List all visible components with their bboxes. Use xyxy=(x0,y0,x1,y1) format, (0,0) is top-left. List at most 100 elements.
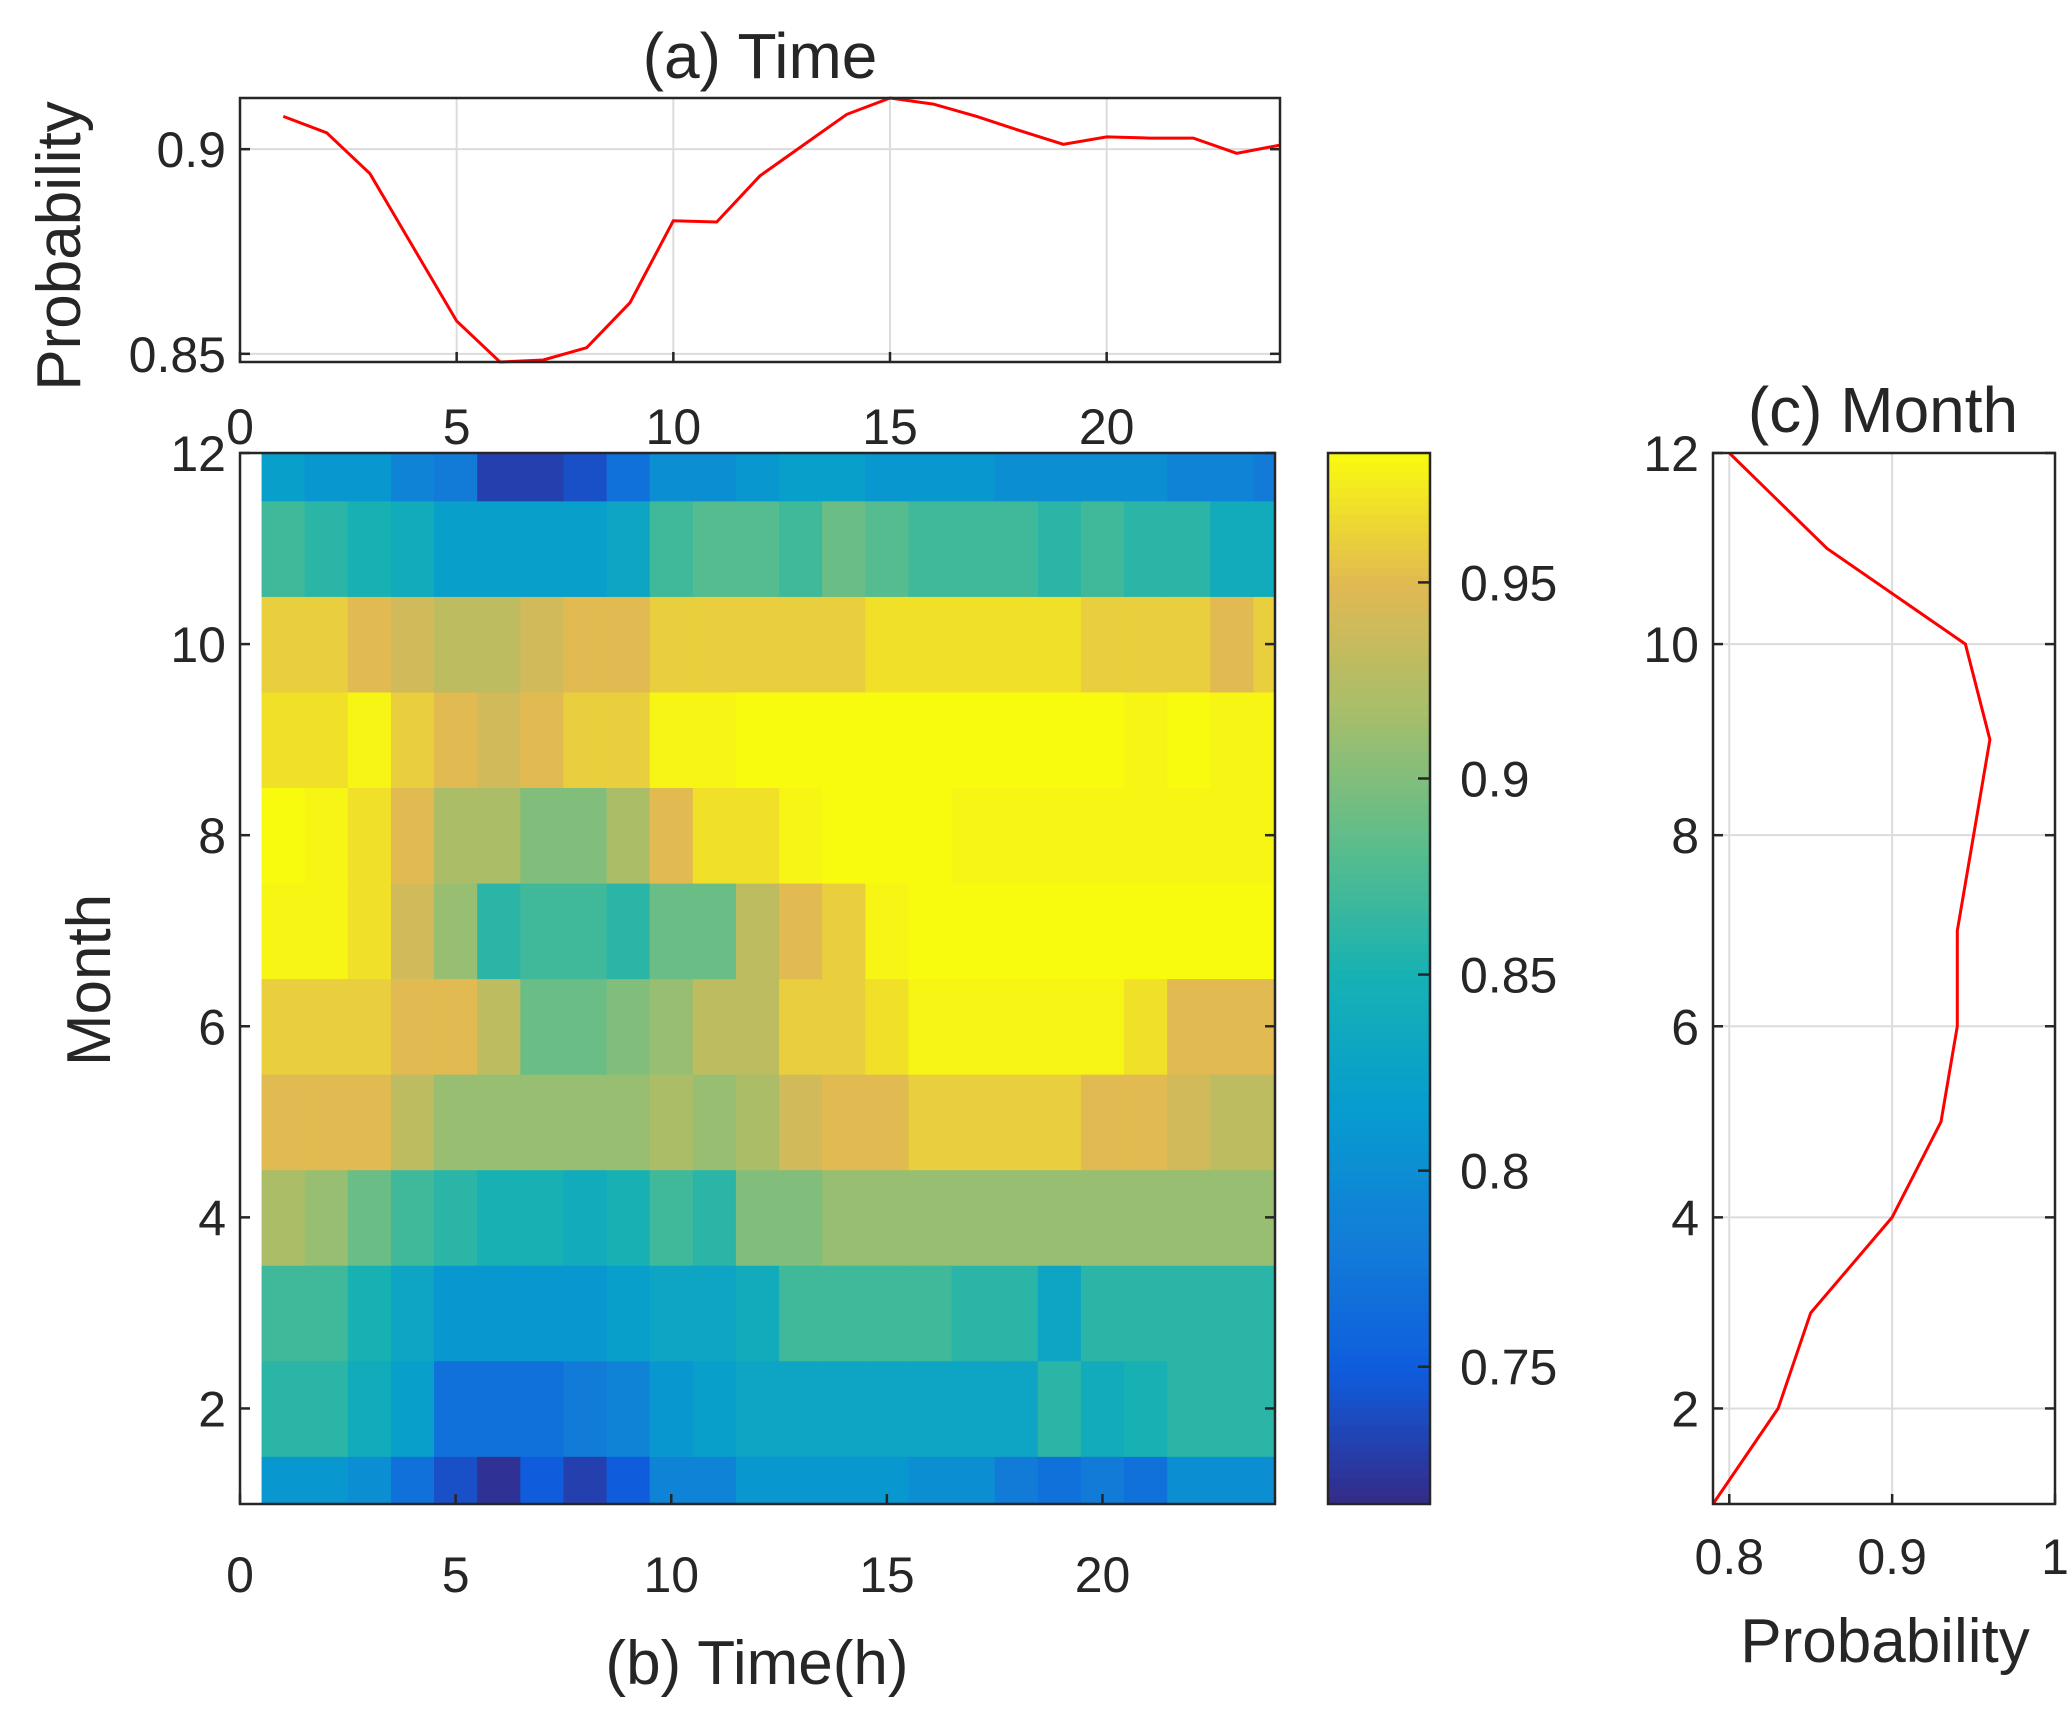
colorbar-strip-66 xyxy=(1328,917,1430,927)
colorbar-strip-89 xyxy=(1328,715,1430,726)
heatmap-cell-m9-h19 xyxy=(1037,691,1082,789)
colorbar-strip-60 xyxy=(1328,969,1430,980)
panel-c-y-tick-label-5: 12 xyxy=(1643,426,1699,482)
heatmap-cell-m8-h9 xyxy=(606,787,651,884)
colorbar-strip-35 xyxy=(1328,1188,1430,1199)
heatmap-cell-m12-h16 xyxy=(908,453,953,502)
heatmap-cell-m9-h18 xyxy=(994,691,1039,789)
heatmap-cell-m9-h5 xyxy=(434,691,478,789)
heatmap-cell-m8-h8 xyxy=(563,787,608,884)
colorbar-strip-112 xyxy=(1328,514,1430,524)
heatmap-cell-m12-h8 xyxy=(563,453,608,502)
heatmap-cell-m12-h17 xyxy=(951,453,996,502)
heatmap-cell-m2-h11 xyxy=(692,1360,737,1457)
heatmap-cell-m3-h2 xyxy=(304,1265,349,1362)
panel-a-x-tick-label-1: 5 xyxy=(443,399,471,455)
colorbar-strip-113 xyxy=(1328,505,1430,515)
heatmap-cell-m12-h10 xyxy=(649,453,694,502)
heatmap-cell-m7-h16 xyxy=(908,882,953,980)
panel-a-x-tick-label-3: 15 xyxy=(862,399,918,455)
heatmap-cell-m2-h15 xyxy=(865,1360,910,1457)
colorbar-strip-34 xyxy=(1328,1197,1430,1207)
heatmap-cell-m1-h16 xyxy=(908,1456,953,1505)
colorbar-strip-64 xyxy=(1328,934,1430,945)
panel-a-y-tick-label-1: 0.9 xyxy=(156,122,226,178)
colorbar-strip-1 xyxy=(1328,1486,1430,1496)
heatmap-cell-m2-h17 xyxy=(951,1360,996,1457)
heatmap-cell-m2-h24 xyxy=(1253,1360,1276,1457)
heatmap-cell-m9-h15 xyxy=(865,691,910,789)
heatmap-cell-m10-h17 xyxy=(951,596,996,693)
heatmap-cell-m10-h14 xyxy=(822,596,866,693)
heatmap-cell-m5-h19 xyxy=(1037,1074,1082,1171)
heatmap-cell-m1-h2 xyxy=(304,1456,349,1505)
heatmap-cell-m4-h11 xyxy=(692,1169,737,1266)
colorbar-strip-3 xyxy=(1328,1468,1430,1479)
colorbar-strip-97 xyxy=(1328,645,1430,656)
heatmap-cell-m2-h2 xyxy=(304,1360,349,1457)
colorbar-strip-101 xyxy=(1328,610,1430,621)
heatmap-cell-m2-h9 xyxy=(606,1360,651,1457)
colorbar-frame xyxy=(1326,451,1432,1506)
heatmap-cell-m5-h2 xyxy=(304,1074,349,1171)
heatmap-cell-m2-h7 xyxy=(520,1360,565,1457)
colorbar-strip-62 xyxy=(1328,952,1430,962)
panel-b-x-tick-label-4: 20 xyxy=(1075,1547,1131,1603)
heatmap-cell-m3-h21 xyxy=(1124,1265,1168,1362)
heatmap-cell-m3-h17 xyxy=(951,1265,996,1362)
colorbar-strip-46 xyxy=(1328,1092,1430,1102)
panel-a-series-line xyxy=(282,96,1281,364)
colorbar-strip-94 xyxy=(1328,671,1430,682)
colorbar-strip-108 xyxy=(1328,549,1430,559)
heatmap-cell-m6-h7 xyxy=(520,978,565,1075)
colorbar-strip-116 xyxy=(1328,479,1430,489)
heatmap-cell-m5-h6 xyxy=(477,1074,521,1171)
heatmap-cell-m10-h1 xyxy=(261,596,306,693)
heatmap-cell-m10-h21 xyxy=(1124,596,1168,693)
heatmap-cell-m11-h2 xyxy=(304,500,349,597)
heatmap-cell-m8-h20 xyxy=(1080,787,1125,884)
heatmap-cell-m12-h11 xyxy=(692,453,737,502)
heatmap-cell-m8-h24 xyxy=(1253,787,1276,884)
panel-a-x-tick-label-2: 10 xyxy=(646,399,702,455)
heatmap-cell-m7-h13 xyxy=(779,882,823,980)
heatmap-cell-m2-h10 xyxy=(649,1360,694,1457)
heatmap-cell-m6-h18 xyxy=(994,978,1039,1075)
heatmap-cell-m8-h10 xyxy=(649,787,694,884)
colorbar-strip-117 xyxy=(1328,470,1430,480)
heatmap-cell-m10-h5 xyxy=(434,596,478,693)
colorbar-gradient xyxy=(1328,453,1430,1505)
colorbar-strip-68 xyxy=(1328,899,1430,910)
heatmap-cell-m6-h3 xyxy=(347,978,392,1075)
colorbar-strip-28 xyxy=(1328,1250,1430,1260)
colorbar-strip-7 xyxy=(1328,1433,1430,1444)
heatmap-cell-m9-h21 xyxy=(1124,691,1168,789)
heatmap-cell-m11-h4 xyxy=(390,500,435,597)
heatmap-cell-m7-h19 xyxy=(1037,882,1082,980)
heatmap-cell-m11-h11 xyxy=(692,500,737,597)
heatmap-cell-m10-h24 xyxy=(1253,596,1276,693)
colorbar-strip-22 xyxy=(1328,1302,1430,1312)
heatmap-cell-m4-h15 xyxy=(865,1169,910,1266)
colorbar-strip-92 xyxy=(1328,689,1430,699)
heatmap-cell-m4-h22 xyxy=(1167,1169,1211,1266)
colorbar-strip-53 xyxy=(1328,1031,1430,1041)
heatmap-cell-m5-h21 xyxy=(1124,1074,1168,1171)
heatmap-cell-m10-h8 xyxy=(563,596,608,693)
heatmap-cell-m8-h5 xyxy=(434,787,478,884)
panel-b-x-tick-label-1: 5 xyxy=(442,1547,470,1603)
colorbar-strip-90 xyxy=(1328,706,1430,717)
colorbar-strip-41 xyxy=(1328,1136,1430,1146)
colorbar-strip-81 xyxy=(1328,785,1430,796)
heatmap-cell-m9-h24 xyxy=(1253,691,1276,789)
panel-b-y-tick-label-2: 6 xyxy=(198,999,226,1055)
colorbar-strip-79 xyxy=(1328,803,1430,813)
colorbar-strip-58 xyxy=(1328,987,1430,997)
heatmap-cell-m11-h18 xyxy=(994,500,1039,597)
heatmap-cell-m8-h12 xyxy=(735,787,780,884)
heatmap-cell-m9-h20 xyxy=(1080,691,1125,789)
colorbar-strip-102 xyxy=(1328,601,1430,612)
heatmap-cell-m1-h4 xyxy=(390,1456,435,1505)
heatmap-cell-m3-h10 xyxy=(649,1265,694,1362)
